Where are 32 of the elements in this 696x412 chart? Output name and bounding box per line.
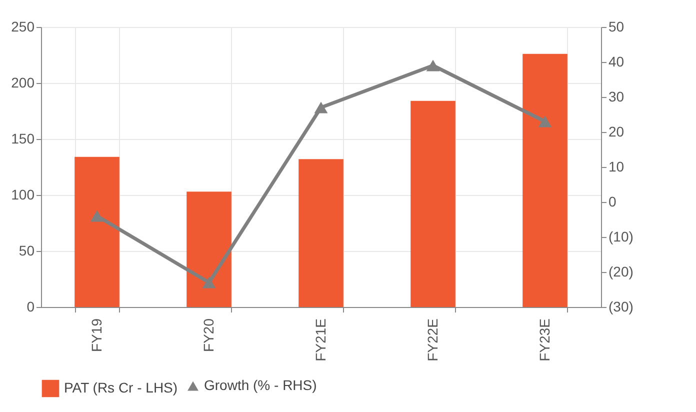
- bar: [410, 100, 456, 307]
- y-tick-label: 100: [11, 186, 35, 202]
- x-tick-label: FY22E: [424, 318, 440, 362]
- point: [426, 60, 440, 72]
- y-tick-label: 50: [18, 242, 35, 258]
- legend-label: PAT (Rs Cr - LHS): [64, 380, 178, 396]
- bar: [522, 54, 568, 307]
- y2-tick-label: 30: [608, 88, 624, 104]
- y2-tick-label: 10: [608, 158, 624, 174]
- y-tick-label: 250: [11, 18, 35, 34]
- y2-tick-label: (20): [608, 264, 634, 280]
- point: [538, 116, 552, 128]
- point: [202, 276, 216, 288]
- y2-tick-label: (10): [608, 228, 634, 244]
- x-tick-label: FY23E: [536, 318, 552, 362]
- bar: [186, 192, 232, 307]
- y2-tick-label: 40: [608, 54, 624, 70]
- y-tick-label: 150: [11, 130, 35, 146]
- point: [90, 210, 104, 222]
- x-tick-label: FY20: [200, 318, 216, 352]
- legend-label: Growth (% - RHS): [204, 377, 317, 393]
- x-tick-label: FY19: [88, 318, 104, 352]
- y-tick-label: 0: [26, 298, 35, 314]
- bar: [74, 156, 120, 307]
- y-tick-label: 200: [11, 74, 35, 90]
- y2-tick-label: 50: [608, 18, 624, 34]
- y2-tick-label: (30): [608, 298, 634, 314]
- bar: [298, 159, 344, 307]
- y2-tick-label: 0: [608, 194, 616, 210]
- x-tick-label: FY21E: [312, 318, 328, 362]
- point: [314, 102, 328, 114]
- y2-tick-label: 20: [608, 124, 624, 140]
